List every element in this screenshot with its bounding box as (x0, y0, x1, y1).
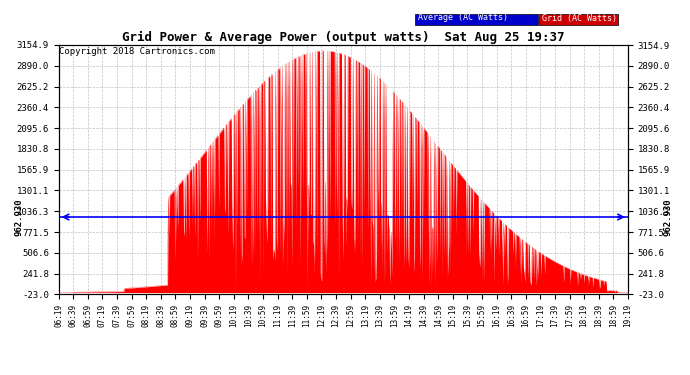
Title: Grid Power & Average Power (output watts)  Sat Aug 25 19:37: Grid Power & Average Power (output watts… (122, 31, 564, 44)
Text: Copyright 2018 Cartronics.com: Copyright 2018 Cartronics.com (59, 47, 215, 56)
Text: 962.930: 962.930 (663, 198, 672, 236)
Text: 962.930: 962.930 (14, 198, 23, 236)
Text: Average (AC Watts): Average (AC Watts) (418, 13, 508, 22)
Text: Grid (AC Watts): Grid (AC Watts) (542, 13, 617, 22)
